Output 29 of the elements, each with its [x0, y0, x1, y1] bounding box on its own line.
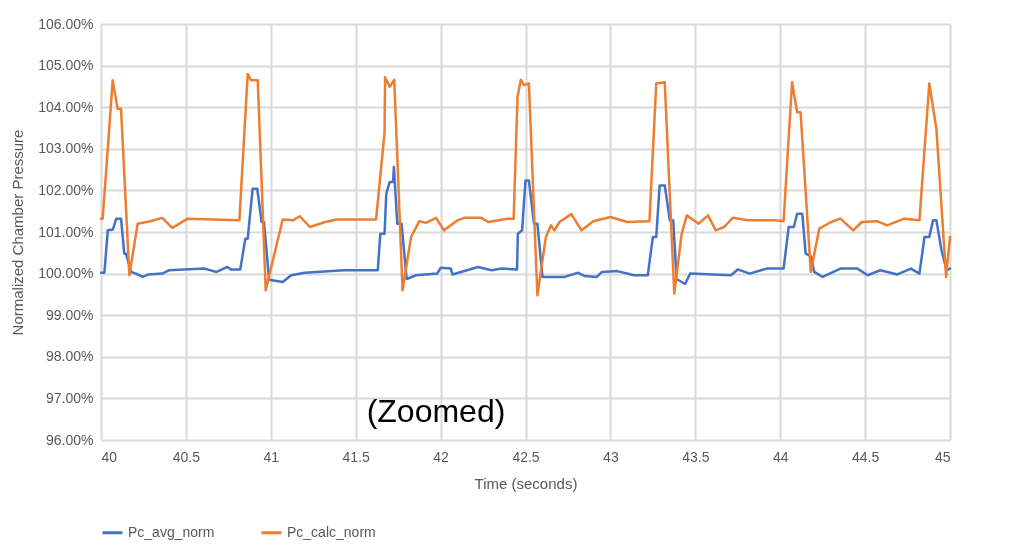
x-tick-label: 42.5 — [512, 448, 540, 465]
x-tick-label: 43 — [603, 448, 619, 465]
legend-label: Pc_avg_norm — [128, 523, 215, 540]
x-tick-label: 43.5 — [682, 448, 710, 465]
annotation: (Zoomed) — [366, 393, 506, 429]
y-tick-label: 106.00% — [38, 15, 94, 32]
x-tick-label: 41.5 — [342, 448, 371, 465]
x-tick-label: 40.5 — [172, 448, 201, 465]
x-tick-label: 44 — [772, 448, 789, 465]
y-tick-label: 100.00% — [38, 265, 94, 282]
x-tick-label: 41 — [263, 448, 280, 465]
y-tick-label: 96.00% — [46, 431, 94, 448]
y-tick-label: 102.00% — [38, 181, 94, 198]
line-series — [99, 72, 952, 297]
y-tick-label: 105.00% — [38, 57, 94, 74]
y-tick-label: 98.00% — [46, 348, 94, 365]
y-tick-label: 103.00% — [38, 140, 94, 157]
legend-label: Pc_calc_norm — [287, 523, 376, 540]
x-tick-label: 42 — [433, 448, 450, 465]
x-axis-title: Time (seconds) — [474, 474, 578, 492]
y-tick-label: 99.00% — [46, 306, 94, 323]
y-tick-label: 104.00% — [38, 98, 94, 115]
x-tick-label: 45 — [934, 448, 951, 465]
line-series — [99, 165, 952, 286]
y-tick-label: 101.00% — [38, 223, 94, 240]
x-tick-label: 44.5 — [851, 448, 880, 465]
y-axis-title: Normalized Chamber Pressure — [9, 129, 27, 336]
x-tick-label: 40 — [101, 448, 118, 465]
y-tick-label: 97.00% — [46, 389, 94, 406]
